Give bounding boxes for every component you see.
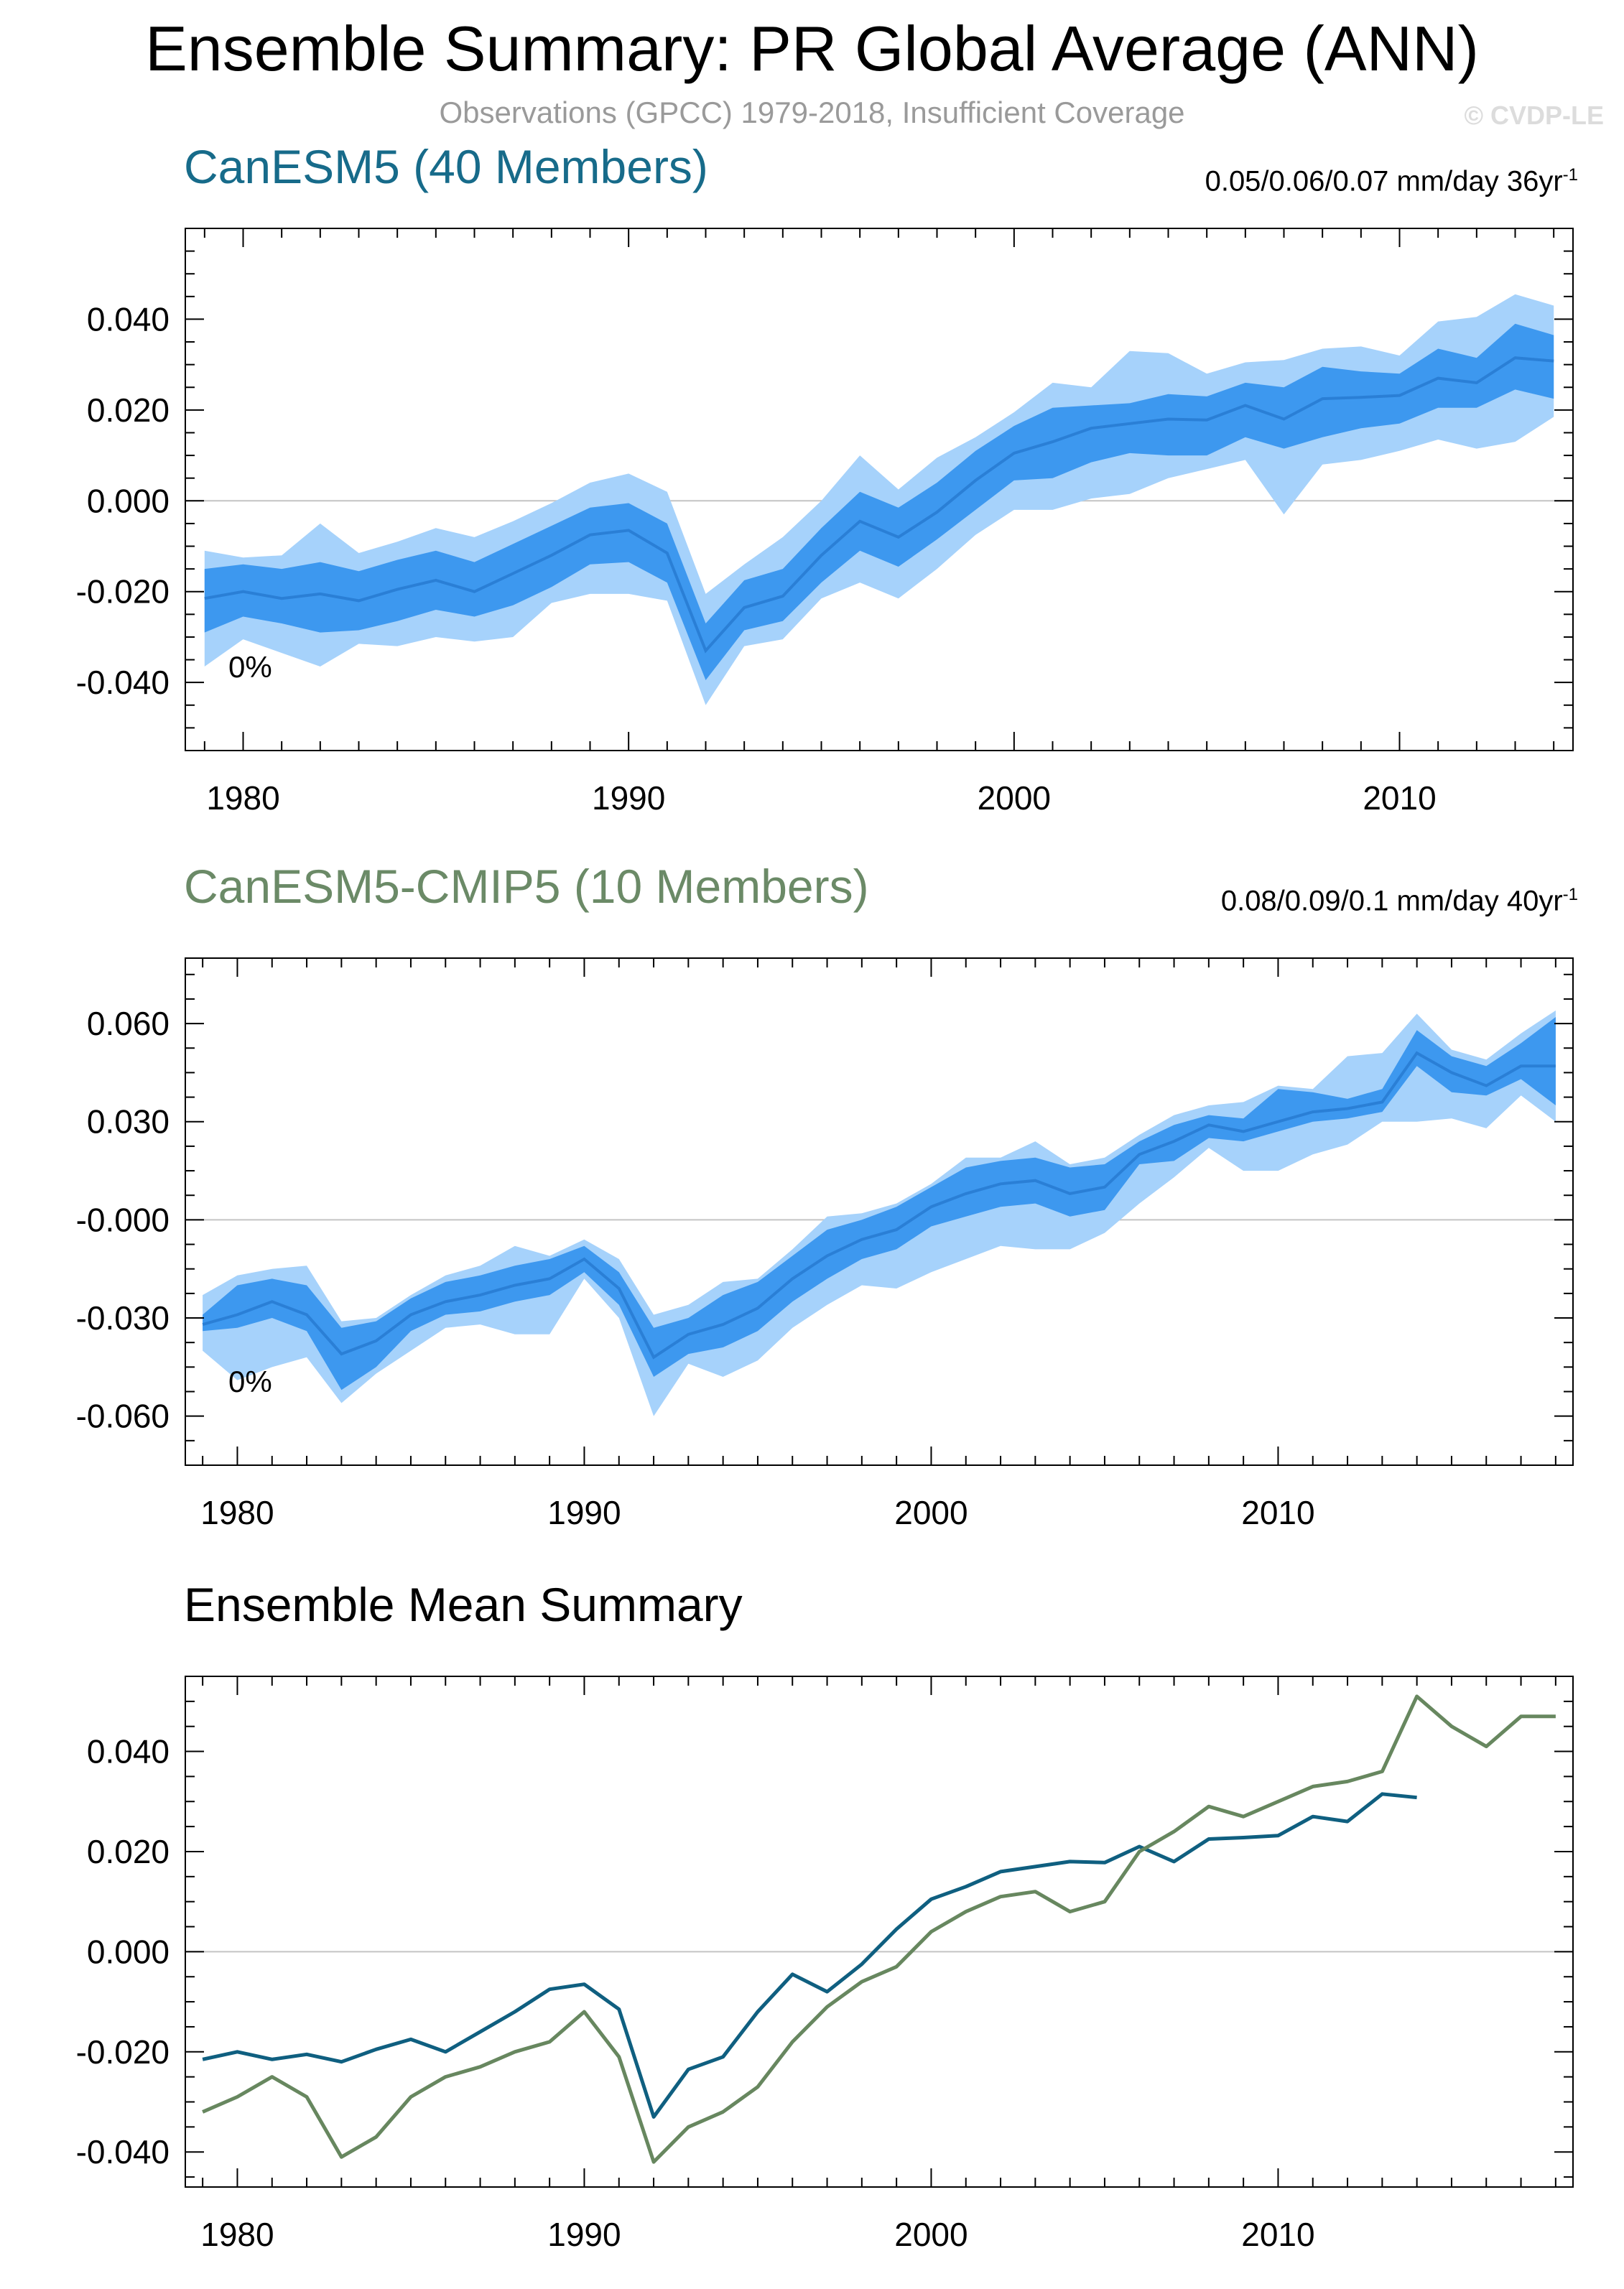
y-tick-label: -0.020	[76, 573, 170, 610]
ensemble-mean-line	[202, 1051, 1556, 1360]
series-line-canesm5	[202, 1792, 1417, 2119]
x-tick-label: 2000	[894, 1494, 968, 1531]
coverage-annotation: 0%	[228, 650, 272, 684]
plot-frame	[185, 228, 1574, 751]
x-tick-label: 2000	[894, 2216, 968, 2253]
canesm5-trend-stat: 0.05/0.06/0.07 mm/day 36yr-1	[1205, 165, 1578, 198]
x-tick-label: 1990	[547, 1494, 621, 1531]
y-tick-label: -0.030	[76, 1299, 170, 1337]
chart-panel-canesm5: 0% -0.040 -0.020 0.000 0.020 0.040 1980 1990 200…	[76, 228, 1574, 817]
x-tick-label: 2010	[1241, 2216, 1314, 2253]
cvdp-watermark: © CVDP-LE	[1464, 101, 1604, 130]
y-tick-label: 0.000	[87, 1933, 170, 1970]
y-tick-label: 0.000	[87, 482, 170, 519]
series-line-canesm5-cmip5	[202, 1694, 1556, 2164]
y-tick-label: -0.020	[76, 2033, 170, 2071]
chart-panel-summary: -0.040 -0.020 0.000 0.020 0.040 1980 1990 2000 2…	[76, 1676, 1574, 2253]
x-tick-label: 1980	[200, 1494, 274, 1531]
plot-frame	[185, 1676, 1574, 2188]
y-tick-label: -0.040	[76, 2133, 170, 2170]
x-tick-label: 2010	[1241, 1494, 1314, 1531]
cmip5-trend-stat: 0.08/0.09/0.1 mm/day 40yr-1	[1220, 885, 1578, 917]
y-tick-label: -0.060	[76, 1398, 170, 1435]
x-tick-label: 2000	[978, 779, 1051, 817]
coverage-annotation: 0%	[228, 1365, 272, 1398]
interquartile-band	[204, 323, 1554, 680]
x-tick-label: 1980	[206, 779, 279, 817]
interquartile-band	[203, 1017, 1556, 1390]
canesm5-panel-title: CanESM5 (40 Members)	[184, 140, 708, 193]
y-tick-label: 0.030	[87, 1103, 170, 1141]
y-tick-label: -0.040	[76, 664, 170, 701]
observations-subtitle: Observations (GPCC) 1979-2018, Insuffici…	[439, 96, 1185, 129]
page-title: Ensemble Summary: PR Global Average (ANN…	[145, 13, 1479, 84]
plot-frame	[185, 957, 1574, 1466]
y-tick-label: 0.020	[87, 391, 170, 429]
y-tick-label: -0.000	[76, 1201, 170, 1238]
x-tick-label: 2010	[1363, 779, 1436, 817]
ensemble-mean-line	[204, 356, 1554, 654]
x-tick-label: 1990	[547, 2216, 621, 2253]
x-tick-label: 1980	[200, 2216, 274, 2253]
y-tick-label: 0.020	[87, 1833, 170, 1870]
y-tick-label: 0.040	[87, 1733, 170, 1770]
y-tick-label: 0.040	[87, 300, 170, 338]
x-tick-label: 1990	[592, 779, 665, 817]
cmip5-panel-title: CanESM5-CMIP5 (10 Members)	[184, 860, 869, 913]
y-tick-label: 0.060	[87, 1005, 170, 1042]
summary-panel-title: Ensemble Mean Summary	[184, 1578, 743, 1631]
chart-panel-cmip5: 0% -0.060 -0.030 -0.000 0.030 0.060 1980 1990 20…	[76, 957, 1574, 1531]
